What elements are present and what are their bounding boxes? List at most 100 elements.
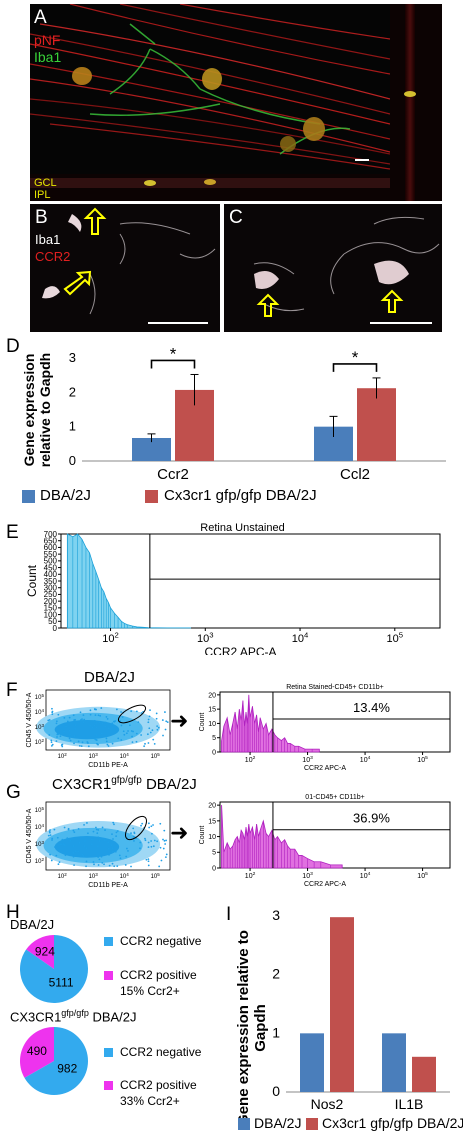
scatter-event	[111, 723, 114, 726]
scatter-event	[82, 714, 85, 716]
scatter-event	[65, 725, 67, 728]
histogram-title: 01-CD45+ CD11b+	[305, 794, 364, 801]
x-axis-label: CCR2 APC-A	[304, 881, 346, 888]
scatter-event	[122, 730, 125, 733]
scatter-event	[87, 745, 90, 748]
scatter-event	[101, 826, 104, 829]
y-tick-label: 15	[208, 818, 216, 825]
scatter-event	[130, 710, 133, 713]
scatter-event	[143, 745, 146, 748]
scatter-event	[63, 730, 65, 733]
scatter-event	[152, 845, 155, 848]
scatter-event	[121, 716, 124, 718]
scatter-event	[96, 845, 99, 848]
scatter-event	[133, 840, 135, 842]
scatter-event	[51, 710, 54, 713]
scatter-event	[111, 862, 114, 865]
pie-value-negative: 5111	[49, 976, 74, 990]
significance-star: *	[170, 344, 177, 363]
scatter-event	[148, 826, 151, 829]
y-tick-label: 104	[35, 708, 45, 716]
scatter-event	[156, 728, 159, 731]
scatter-event	[95, 826, 97, 829]
scatter-event	[80, 745, 83, 748]
scatter-event	[48, 734, 51, 736]
pie-value-positive: 490	[27, 1044, 47, 1058]
y-tick-label: 200	[44, 597, 58, 606]
scatter-event	[130, 730, 133, 732]
stain-label-ccr2: CCR2	[35, 249, 71, 264]
scatter-event	[101, 722, 104, 725]
scatter-event	[61, 838, 64, 841]
legend-label-dba: DBA/2J	[40, 487, 91, 504]
scatter-event	[128, 724, 131, 727]
scatter-event	[145, 858, 148, 861]
scatter-event	[56, 836, 59, 839]
scatter-event	[50, 859, 53, 862]
scatter-event	[135, 710, 138, 713]
scatter-event	[50, 739, 53, 742]
scatter-event	[98, 721, 101, 724]
scatter-event	[149, 731, 152, 734]
x-tick-label: 103	[89, 872, 99, 880]
y-tick-label: 650	[44, 537, 58, 546]
x-tick-label: 105	[151, 752, 161, 760]
y-tick-label: 1	[69, 419, 76, 434]
scale-bar	[355, 159, 369, 161]
scatter-event	[55, 720, 58, 723]
scatter-event	[67, 828, 70, 831]
panel-letter-h: H	[6, 902, 20, 923]
pie-slice-ccr2-positive	[20, 1027, 54, 1078]
scatter-event	[93, 863, 95, 866]
y-tick-label: 600	[44, 543, 58, 552]
scatter-event	[79, 711, 82, 714]
g-strain-prefix: CX3CR1	[52, 776, 112, 793]
scatter-event	[92, 838, 94, 841]
gate-region	[117, 704, 147, 724]
y-tick-label: 104	[35, 823, 45, 831]
y-tick-label: 3	[69, 350, 76, 365]
y-tick-label: 550	[44, 550, 58, 559]
scatter-event	[90, 838, 93, 841]
x-tick-label: 104	[360, 755, 371, 764]
y-tick-label: 5	[212, 735, 216, 742]
y-tick-label: 105	[35, 806, 45, 814]
bar-nos2-cx3cr1	[330, 917, 354, 1092]
pie-h1-note: 15% Ccr2+	[120, 984, 180, 998]
scatter-event	[104, 725, 107, 728]
y-axis-label: CD45 V 450/50-A	[26, 692, 33, 747]
scatter-event	[147, 718, 150, 721]
panel-i-ylabel: Gene expression relative to Gapdh	[235, 930, 269, 1126]
layer-label-ipl: IPL	[34, 189, 51, 201]
bar-il1b-dba	[382, 1033, 406, 1092]
bar-ccr2-dba	[132, 437, 171, 461]
x-tick-label: 104	[120, 872, 130, 880]
histogram-title: Retina Stained-CD45+ CD11b+	[286, 684, 384, 691]
scatter-event	[131, 741, 134, 744]
scatter-event	[139, 847, 141, 850]
scatter-event	[93, 724, 96, 727]
pie-h1-swatch-neg	[104, 937, 113, 946]
scatter-event	[93, 719, 96, 722]
scatter-event	[47, 834, 50, 837]
scatter-event	[105, 716, 108, 718]
scatter-event	[59, 735, 62, 738]
scatter-event	[107, 841, 110, 844]
scatter-event	[97, 743, 99, 746]
scatter-event	[153, 839, 156, 842]
pie-slice-ccr2-negative	[20, 935, 88, 1003]
category-label: Ccl2	[340, 466, 370, 483]
stain-label-pnf: pNF	[34, 32, 61, 48]
scatter-event	[100, 707, 103, 709]
scatter-event	[95, 722, 97, 725]
scatter-event	[81, 741, 84, 744]
scatter-event	[72, 829, 75, 832]
scatter-event	[124, 864, 127, 866]
scatter-event	[151, 729, 154, 732]
scatter-event	[95, 738, 97, 741]
pie-h1-title: DBA/2J	[10, 917, 55, 932]
scatter-event	[164, 728, 167, 731]
scatter-event	[72, 851, 75, 854]
scatter-event	[78, 744, 81, 747]
scatter-event	[140, 734, 143, 736]
